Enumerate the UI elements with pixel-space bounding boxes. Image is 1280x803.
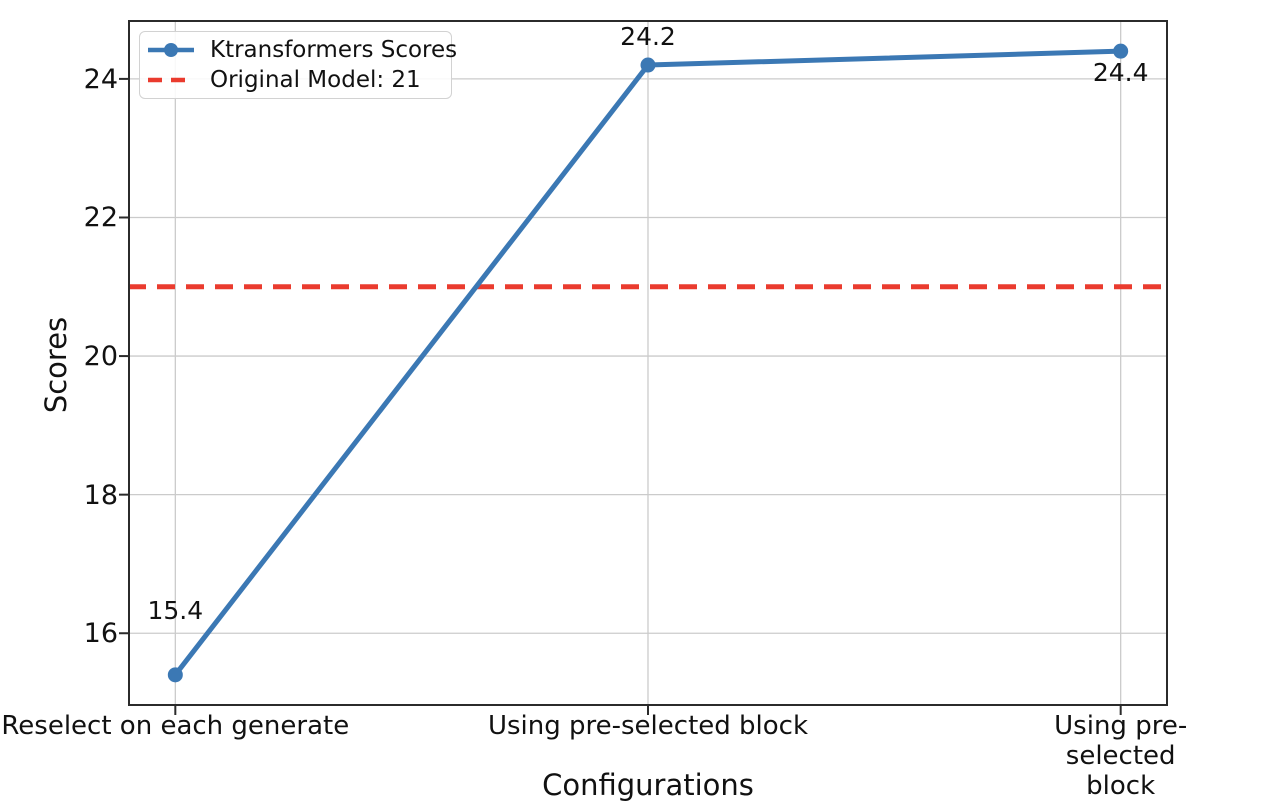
- x-axis-label: Configurations: [542, 768, 754, 802]
- data-point-marker: [640, 57, 656, 73]
- data-point-marker: [167, 667, 183, 683]
- legend-sample-marker: [164, 43, 178, 58]
- legend-dashed-line-sample: [148, 77, 194, 82]
- legend-item-ktransformers-scores: Ktransformers Scores: [140, 37, 457, 63]
- y-tick-label: 22: [83, 202, 118, 234]
- legend-label: Original Model: 21: [210, 66, 421, 93]
- legend-item-original-model: Original Model: 21: [140, 67, 451, 93]
- plot-canvas: [119, 20, 1168, 715]
- legend-label: Ktransformers Scores: [210, 37, 458, 64]
- x-tick-label: Using pre-selected block: [487, 711, 809, 741]
- x-tick-label: Reselect on each generate: [1, 711, 350, 741]
- plot-frame: [128, 20, 1168, 706]
- plot-area: [119, 20, 1168, 715]
- y-tick-label: 16: [83, 618, 118, 650]
- data-point-label: 24.4: [1092, 58, 1149, 88]
- y-tick-label: 18: [83, 479, 118, 511]
- legend-line-marker-sample: [148, 43, 194, 58]
- data-point-label: 24.2: [620, 22, 676, 52]
- data-point-label: 15.4: [147, 595, 204, 625]
- x-tick-label: Using pre-selected block First two layer…: [1054, 711, 1188, 803]
- y-tick-label: 20: [83, 341, 118, 373]
- data-point-marker: [1113, 43, 1129, 59]
- legend: Ktransformers Scores Original Model: 21: [139, 31, 457, 99]
- y-tick-label: 24: [83, 63, 118, 95]
